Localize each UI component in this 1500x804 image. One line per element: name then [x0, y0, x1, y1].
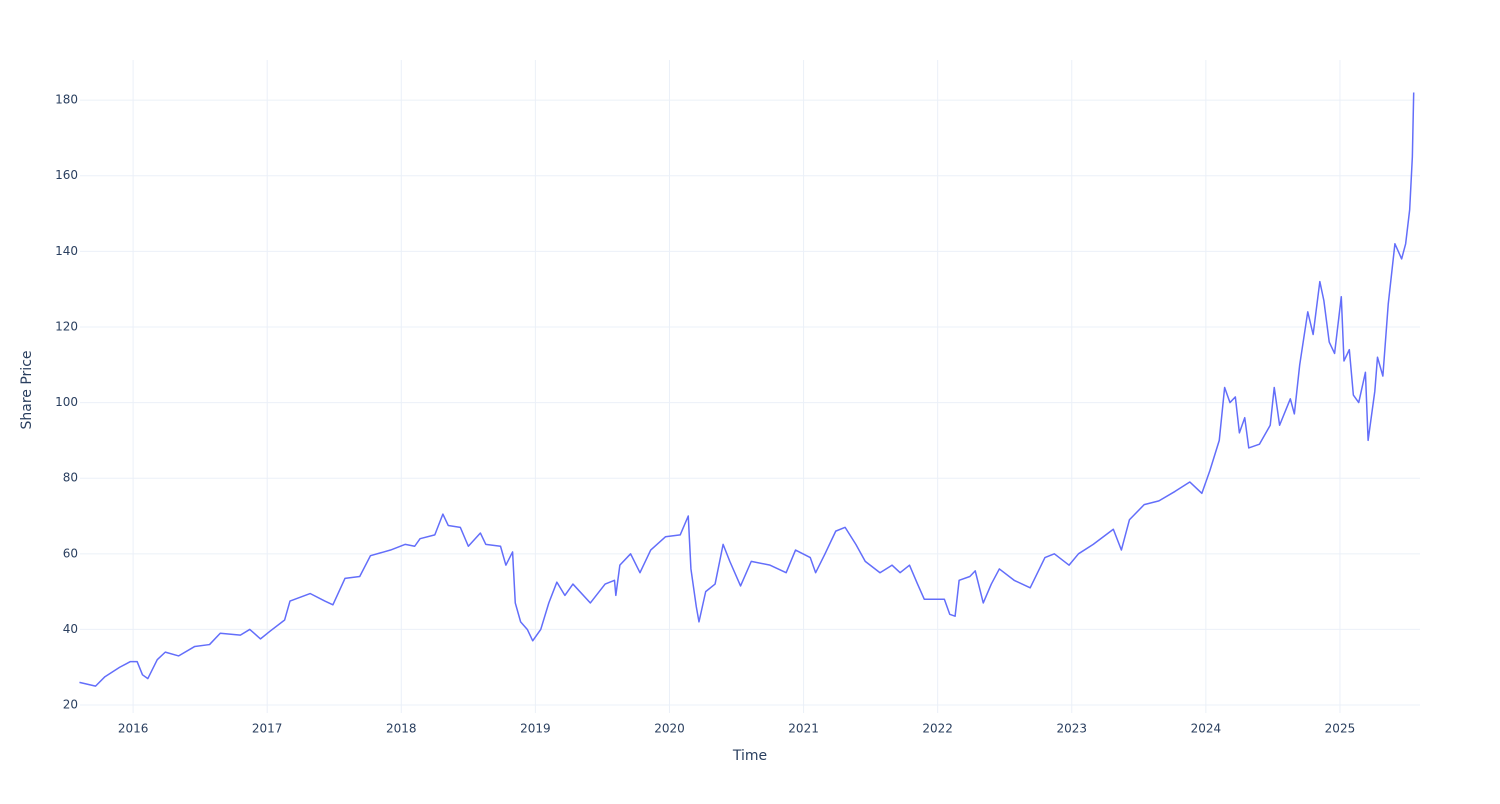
- x-tick-label: 2021: [788, 722, 819, 736]
- x-tick-label: 2024: [1191, 722, 1222, 736]
- y-tick-label: 180: [55, 93, 78, 107]
- x-tick-label: 2017: [252, 722, 283, 736]
- x-tick-label: 2018: [386, 722, 417, 736]
- y-tick-label: 60: [63, 546, 78, 560]
- y-tick-label: 100: [55, 395, 78, 409]
- x-tick-label: 2022: [922, 722, 953, 736]
- y-tick-label: 120: [55, 319, 78, 333]
- y-tick-label: 20: [63, 698, 78, 712]
- y-tick-label: 140: [55, 244, 78, 258]
- x-tick-label: 2019: [520, 722, 551, 736]
- x-tick-label: 2023: [1056, 722, 1087, 736]
- y-tick-label: 160: [55, 168, 78, 182]
- y-tick-label: 40: [63, 622, 78, 636]
- y-axis-title: Share Price: [19, 350, 35, 429]
- x-axis-title: Time: [732, 748, 767, 764]
- x-tick-label: 2020: [654, 722, 685, 736]
- y-tick-label: 80: [63, 471, 78, 485]
- x-tick-label: 2016: [118, 722, 149, 736]
- price-line: [79, 92, 1415, 687]
- x-tick-label: 2025: [1325, 722, 1356, 736]
